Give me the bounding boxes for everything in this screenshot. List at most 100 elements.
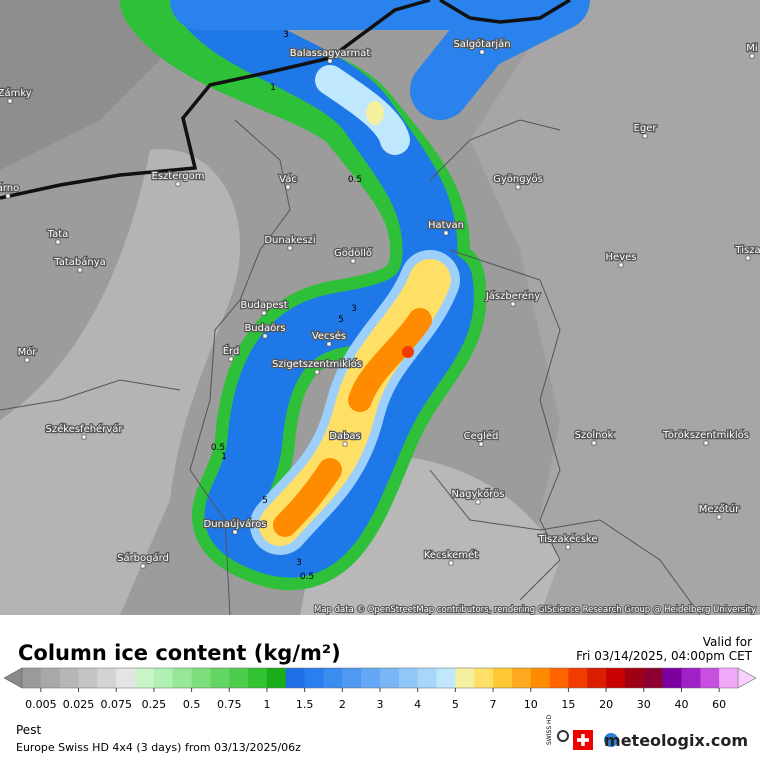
colorbar-segment <box>380 668 400 688</box>
model-info: Europe Swiss HD 4x4 (3 days) from 03/13/… <box>16 741 301 754</box>
city-label: Tisza <box>734 245 760 256</box>
city-marker <box>475 499 481 505</box>
colorbar-label: 1 <box>263 698 270 711</box>
city-marker <box>716 514 722 520</box>
city-label: Szigetszentmiklós <box>272 358 362 370</box>
city-label: é Zámky <box>0 87 32 99</box>
city-marker <box>350 258 356 264</box>
colorbar-segment <box>587 668 607 688</box>
city-marker <box>287 245 293 251</box>
city-marker <box>745 255 751 261</box>
colorbar-segment <box>285 668 305 688</box>
colorbar-segment <box>266 668 287 688</box>
colorbar-segment <box>398 668 418 688</box>
colorbar-label: 2 <box>339 698 346 711</box>
city-marker <box>262 333 268 339</box>
city-marker <box>81 434 87 440</box>
colorbar-label: 0.25 <box>142 698 167 711</box>
city-marker <box>749 53 755 59</box>
valid-label: Valid for <box>703 635 752 649</box>
city-label: Jászberény <box>485 290 540 302</box>
colorbar-segment <box>116 668 136 688</box>
city-label: Hatvan <box>428 220 464 231</box>
valid-time: Fri 03/14/2025, 04:00pm CET <box>576 649 753 663</box>
county-borders <box>0 119 701 616</box>
city-label: Tiszakécske <box>537 533 597 545</box>
colorbar-label: 0.025 <box>63 698 95 711</box>
city-marker <box>140 563 146 569</box>
region: Pest <box>16 723 41 737</box>
city-label: Sárbogárd <box>117 552 169 564</box>
city-marker <box>175 181 181 187</box>
city-marker <box>703 440 709 446</box>
attribution: Map data © OpenStreetMap contributors, r… <box>314 605 756 615</box>
city-marker <box>478 441 484 447</box>
colorbar-segment <box>22 668 42 688</box>
colorbar-label: 0.075 <box>100 698 132 711</box>
ice-field <box>120 0 590 591</box>
city-label: Eger <box>634 123 658 134</box>
colorbar-label: 30 <box>637 698 651 711</box>
brand-logo <box>604 733 618 747</box>
city-marker <box>591 440 597 446</box>
colorbar-segment <box>493 668 513 688</box>
colorbar-segment <box>511 668 532 688</box>
field-peak <box>402 346 414 358</box>
city-marker <box>515 184 521 190</box>
search-icon <box>557 730 569 742</box>
city-label: Nagykőrös <box>451 488 504 500</box>
city-marker <box>7 98 13 104</box>
city-label: Szolnok <box>575 430 614 441</box>
city-label: árno <box>0 182 19 194</box>
city-label: Mi <box>746 43 757 54</box>
city-label: Vác <box>279 173 297 185</box>
contour-label: 0.5 <box>211 443 225 453</box>
colorbar-label: 20 <box>599 698 613 711</box>
city-label: Gyöngyös <box>493 174 543 185</box>
colorbar-segment <box>568 668 588 688</box>
city-marker <box>232 529 238 535</box>
colorbar-segment <box>681 668 701 688</box>
city-marker <box>642 133 648 139</box>
city-label: Balassagyarmat <box>290 48 371 59</box>
city-marker <box>228 356 234 362</box>
city-marker <box>55 239 61 245</box>
city-label: Dunaújváros <box>204 518 267 530</box>
colorbar-label: 1.5 <box>296 698 314 711</box>
city-label: Budaörs <box>244 323 285 334</box>
colorbar-segment <box>474 668 494 688</box>
colorbar-label: 0.005 <box>25 698 57 711</box>
terrain <box>470 0 760 615</box>
colorbar-segment <box>662 668 682 688</box>
city-marker <box>443 230 449 236</box>
colorbar-segment <box>97 668 117 688</box>
colorbar-segment <box>549 668 569 688</box>
colorbar-segment <box>361 668 381 688</box>
city-label: Salgótarján <box>453 38 510 50</box>
swiss-cross <box>577 734 589 746</box>
badge: SWISS HD <box>546 714 553 745</box>
city-marker <box>565 544 571 550</box>
colorbar-segment <box>78 668 98 688</box>
colorbar-label: 7 <box>490 698 497 711</box>
colorbar-label: 10 <box>524 698 538 711</box>
contour-label: 1 <box>270 83 276 93</box>
terrain <box>0 149 241 615</box>
contour-label: 3 <box>283 30 289 40</box>
colorbar-segment <box>229 668 249 688</box>
colorbar-label: 0.75 <box>217 698 242 711</box>
colorbar-label: 3 <box>377 698 384 711</box>
city-marker <box>285 184 291 190</box>
city-marker <box>342 441 348 447</box>
city-marker <box>314 369 320 375</box>
colorbar-segment <box>606 668 626 688</box>
city-label: Dabas <box>329 431 361 442</box>
city-label: Gödöllő <box>334 247 372 259</box>
contour-label: 0.5 <box>300 572 314 582</box>
city-label: Érd <box>223 344 240 357</box>
colorbar-segment <box>530 668 550 688</box>
city-marker <box>24 357 30 363</box>
colorbar-segment <box>248 668 268 688</box>
country-border <box>0 0 571 200</box>
